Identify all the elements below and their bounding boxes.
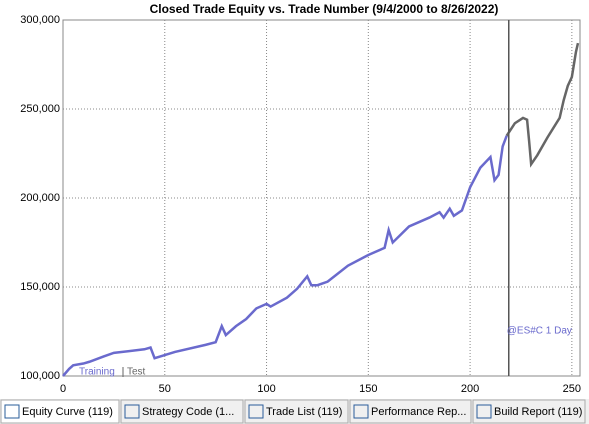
y-tick-label: 150,000 [20,281,60,293]
chart-title: Closed Trade Equity vs. Trade Number (9/… [150,2,499,16]
x-tick-label: 50 [159,383,171,395]
tab-background [0,399,120,424]
tab-icon [476,404,492,419]
tab-background [120,399,244,424]
x-tick-label: 150 [359,383,377,395]
legend-entry: Test [127,367,146,378]
tab-icon [124,404,140,419]
plot-frame [62,19,581,377]
tab[interactable]: Performance Rep... [349,399,472,424]
tab-icon [353,404,369,419]
chart-background [0,0,589,400]
tab[interactable]: Strategy Code (1... [120,399,244,424]
y-tick-label: 100,000 [20,370,60,382]
tab-label: Strategy Code (1... [142,406,234,418]
tab-icon [4,404,20,419]
tab-background [472,399,586,424]
tab-label: Equity Curve (119) [22,406,113,418]
x-tick-label: 200 [461,383,479,395]
tab-label: Build Report (119) [494,406,582,418]
x-tick-label: 250 [563,383,581,395]
tab-label: Performance Rep... [371,406,466,418]
x-tick-label: 100 [257,383,275,395]
y-tick-label: 200,000 [20,192,60,204]
tab[interactable]: Equity Curve (119) [0,399,120,424]
tab-background [349,399,472,424]
tab-icon [248,404,264,419]
legend-entry: Training [79,367,115,378]
x-tick-label: 0 [60,383,66,395]
y-tick-label: 300,000 [20,14,60,26]
equity-line [505,42,580,168]
annotation: @ES#C 1 Day [507,326,572,337]
tab[interactable]: Trade List (119) [244,399,349,424]
y-tick-label: 250,000 [20,103,60,115]
tab[interactable]: Build Report (119) [472,399,586,424]
equity-line [62,135,508,377]
tab-background [244,399,349,424]
tab-label: Trade List (119) [266,406,342,418]
